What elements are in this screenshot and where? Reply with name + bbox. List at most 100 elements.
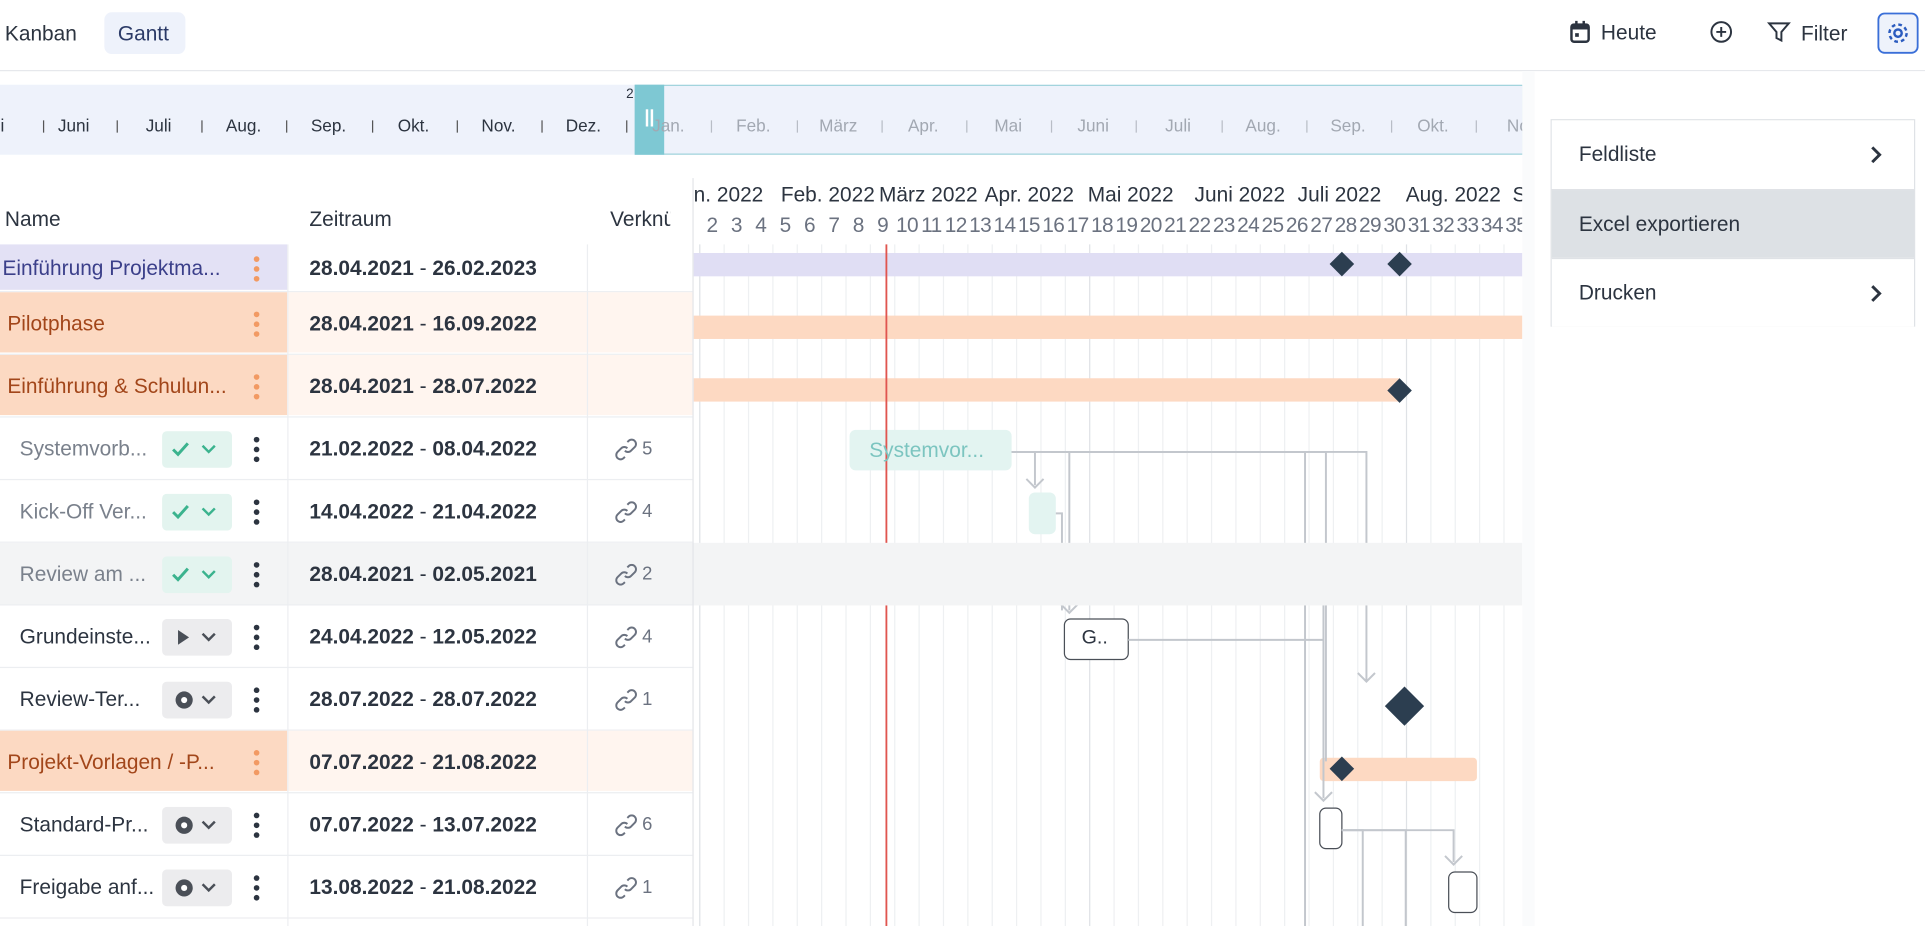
gantt-week: 29 <box>1359 213 1382 238</box>
overview-tick <box>1221 120 1223 133</box>
gantt-week: 9 <box>877 213 889 238</box>
gantt-week: 23 <box>1212 213 1236 238</box>
calendar-icon[interactable] <box>1569 20 1591 51</box>
gantt-week: 19 <box>1115 213 1138 238</box>
overview-month: Juli <box>145 115 172 136</box>
row-menu-dots[interactable] <box>252 811 262 844</box>
gantt-week: 24 <box>1237 213 1260 238</box>
overview-tick <box>42 120 45 133</box>
range-sep: - <box>413 311 433 335</box>
gantt-week: 8 <box>852 213 865 238</box>
overview-handle <box>634 84 665 155</box>
overview-year: 2 <box>626 87 634 102</box>
menu-item[interactable]: Drucken <box>1551 257 1914 327</box>
column-header: Name <box>4 207 61 231</box>
overview-tick <box>1051 120 1053 133</box>
gantt-month: n. 2022 <box>693 182 764 207</box>
gantt-week: 10 <box>896 213 919 238</box>
tab[interactable]: Gantt <box>117 22 169 46</box>
link-icon <box>615 876 637 904</box>
link-count: 1 <box>642 876 653 898</box>
dependency-arrow <box>1314 791 1333 803</box>
row-menu-dots[interactable] <box>252 874 262 907</box>
overview-month: Mai <box>994 115 1023 136</box>
today-button[interactable]: Heute <box>1600 20 1657 45</box>
row-menu-dots[interactable] <box>252 310 262 343</box>
range-sep: - <box>413 812 433 836</box>
filter-button[interactable]: Filter <box>1801 22 1848 46</box>
dependency-line <box>693 576 1325 799</box>
table-divider <box>586 244 589 926</box>
status-button[interactable] <box>162 806 233 849</box>
status-button[interactable] <box>162 868 233 912</box>
gantt-month: Juli 2022 <box>1297 182 1382 207</box>
link-count: 4 <box>642 625 653 647</box>
row-menu-dots[interactable] <box>252 561 262 594</box>
row-menu-dots[interactable] <box>252 749 262 782</box>
overview-tick <box>1136 120 1138 133</box>
row-menu-dots[interactable] <box>252 435 262 468</box>
row-menu-dots[interactable] <box>252 255 262 288</box>
settings-button[interactable] <box>1877 12 1919 60</box>
row-range: 28.04.2021 - 26.02.2023 <box>309 256 536 281</box>
group-row-bg <box>287 354 693 416</box>
menu: Feldliste Excel exportieren Drucken <box>1550 119 1916 327</box>
chevron <box>1869 145 1884 171</box>
gantt-week: 17 <box>1066 213 1090 238</box>
range-sep: - <box>413 624 433 648</box>
add-icon[interactable] <box>1709 20 1734 51</box>
gantt-month: Aug. 2022 <box>1405 182 1501 207</box>
link-icon <box>615 813 637 842</box>
row-name: Systemvorb... <box>19 436 148 460</box>
row-border <box>0 478 693 481</box>
dependency-arrow <box>1357 672 1376 683</box>
overview-tick <box>286 120 288 133</box>
row-border <box>0 604 693 606</box>
gantt-week: 21 <box>1164 213 1187 238</box>
status-button[interactable] <box>162 493 233 536</box>
table-divider <box>692 178 694 926</box>
range-end: 02.05.2021 <box>432 561 537 586</box>
range-start: 28.04.2021 <box>309 256 414 280</box>
range-sep: - <box>413 749 433 774</box>
tab-active <box>104 12 186 55</box>
row-menu-dots[interactable] <box>252 373 262 406</box>
group-name-cell <box>0 730 288 791</box>
tab[interactable]: Kanban <box>4 22 77 46</box>
range-start: 07.07.2022 <box>309 749 414 774</box>
group-name-cell <box>0 292 288 353</box>
status-button[interactable] <box>162 618 233 661</box>
task-bar <box>1319 807 1343 850</box>
row-range: 28.04.2021 - 16.09.2022 <box>309 311 536 336</box>
gantt-week: 6 <box>804 213 816 238</box>
menu-item-label: Feldliste <box>1578 142 1657 166</box>
status-button[interactable] <box>162 555 233 599</box>
overview-month: Sep. <box>1330 115 1366 136</box>
row-name: Einführung & Schulun... <box>7 373 227 398</box>
group-name-cell <box>0 354 288 416</box>
status-button[interactable] <box>162 680 233 724</box>
menu-item[interactable]: Excel exportieren <box>1551 189 1914 258</box>
row-border <box>0 416 693 418</box>
overview-tick <box>541 120 543 133</box>
range-start: 14.04.2022 <box>309 499 414 523</box>
row-highlight <box>0 542 1523 606</box>
row-range: 13.08.2022 - 21.08.2022 <box>309 875 536 900</box>
row-menu-dots[interactable] <box>252 498 262 531</box>
menu-item[interactable]: Feldliste <box>1551 120 1914 190</box>
filter-icon[interactable] <box>1766 20 1792 51</box>
range-end: 28.07.2022 <box>432 373 537 398</box>
row-menu-dots[interactable] <box>252 623 262 656</box>
table-divider <box>287 244 289 926</box>
gantt-month: März 2022 <box>879 182 978 207</box>
row-menu-dots[interactable] <box>252 686 262 719</box>
status-button[interactable] <box>162 430 233 473</box>
row-range: 28.04.2021 - 02.05.2021 <box>309 562 536 587</box>
range-sep: - <box>413 436 433 460</box>
dependency-line <box>1050 450 1307 926</box>
menu-item-label: Excel exportieren <box>1578 212 1741 236</box>
row-border <box>0 353 693 355</box>
dependency-arrow <box>1060 603 1079 615</box>
link-icon <box>615 688 637 716</box>
link-count: 1 <box>642 688 653 710</box>
